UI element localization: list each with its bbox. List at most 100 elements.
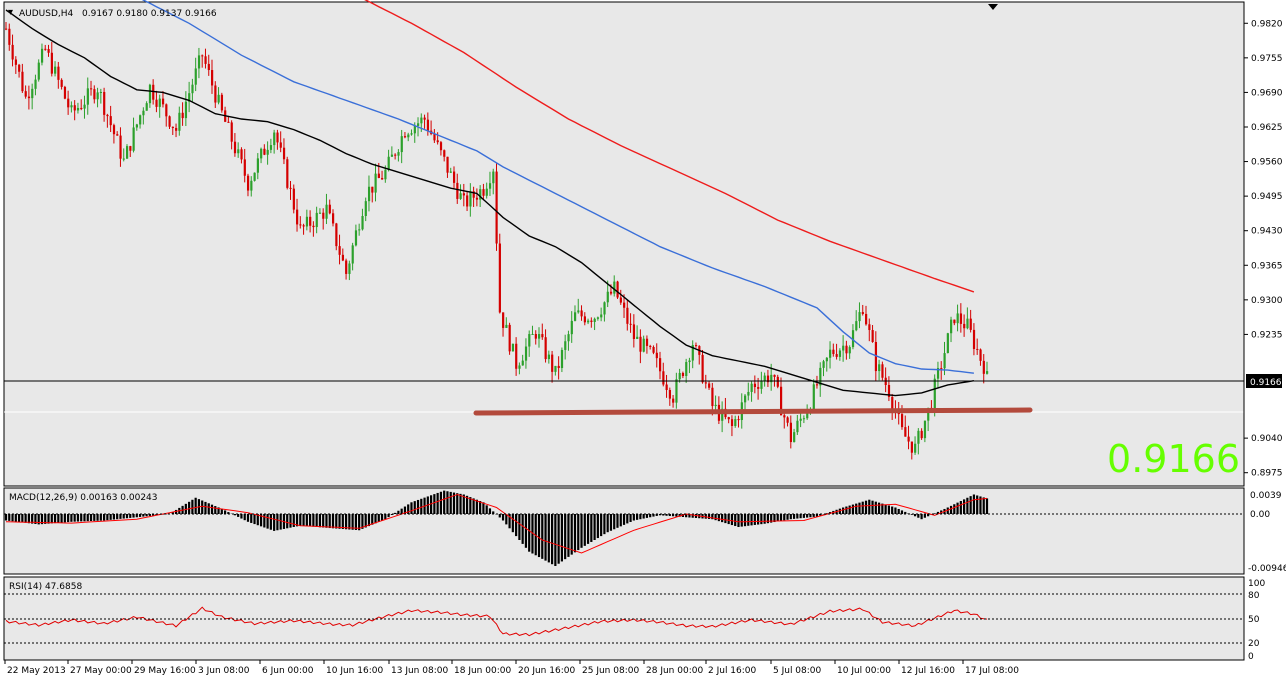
- chart-shift-marker-icon[interactable]: [988, 4, 998, 10]
- candle-body: [233, 141, 237, 154]
- candle-body: [691, 345, 694, 361]
- candle-body: [381, 177, 384, 180]
- candle-body: [374, 173, 377, 193]
- current-price-box: [1246, 374, 1282, 388]
- candle-body: [462, 193, 465, 196]
- candle-body: [907, 436, 910, 442]
- time-tick-label: 27 May 00:00: [70, 666, 132, 676]
- candle-body: [50, 52, 53, 74]
- candle-body: [799, 418, 802, 421]
- candle-body: [188, 93, 191, 102]
- support-trendline[interactable]: [473, 407, 1033, 416]
- candle-body: [292, 188, 295, 210]
- candle-body: [47, 48, 50, 53]
- time-tick-label: 6 Jun 00:00: [262, 666, 314, 676]
- candles-layer: [5, 22, 989, 460]
- candle-body: [148, 84, 152, 104]
- candle-body: [351, 245, 354, 264]
- candle-body: [645, 338, 649, 346]
- candle-body: [161, 98, 165, 105]
- candle-body: [783, 415, 786, 418]
- candle-body: [812, 384, 815, 410]
- candle-body: [580, 310, 583, 317]
- candle-body: [861, 312, 864, 314]
- dropdown-arrow-icon[interactable]: ▾: [8, 7, 13, 18]
- candle-body: [452, 171, 456, 183]
- candle-body: [165, 104, 168, 117]
- candle-body: [237, 149, 240, 154]
- candle-body: [417, 123, 420, 126]
- candle-body: [282, 147, 286, 160]
- candle-body: [865, 313, 868, 325]
- candle-body: [564, 341, 567, 350]
- candle-body: [67, 98, 70, 108]
- candle-body: [848, 347, 851, 354]
- candle-body: [129, 146, 132, 151]
- price-tick-label: 0.9235: [1251, 330, 1283, 340]
- candle-body: [449, 171, 452, 173]
- candle-body: [773, 374, 776, 377]
- candle-body: [665, 384, 668, 390]
- macd-pane[interactable]: [3, 487, 1245, 575]
- candle-body: [747, 391, 750, 396]
- candle-body: [194, 68, 197, 85]
- candle-body: [90, 88, 93, 90]
- candle-body: [959, 313, 963, 324]
- candle-body: [439, 142, 443, 151]
- candle-body: [397, 152, 400, 156]
- candle-body: [250, 180, 253, 191]
- candle-body: [109, 116, 112, 126]
- candle-body: [246, 175, 250, 191]
- time-tick-label: 28 Jun 00:00: [646, 666, 703, 676]
- candle-body: [348, 263, 351, 274]
- candle-body: [96, 92, 99, 100]
- candle-body: [341, 254, 345, 261]
- candle-body: [675, 379, 678, 403]
- candle-body: [345, 260, 348, 274]
- candle-body: [384, 169, 387, 180]
- candle-body: [135, 124, 138, 128]
- candle-body: [338, 246, 341, 255]
- candle-body: [256, 158, 259, 173]
- candle-body: [734, 419, 737, 427]
- price-tick-label: 0.9040: [1251, 434, 1283, 444]
- candle-body: [583, 316, 586, 323]
- candle-body: [394, 154, 397, 156]
- candle-body: [142, 110, 145, 116]
- candle-body: [587, 320, 590, 323]
- ma-long-line: [364, 0, 975, 293]
- candle-body: [753, 383, 757, 388]
- candle-body: [936, 368, 940, 379]
- candle-body: [227, 121, 230, 123]
- candle-body: [900, 414, 904, 428]
- candle-body: [678, 372, 681, 380]
- candle-body: [829, 349, 832, 358]
- candle-body: [253, 172, 256, 181]
- candle-body: [485, 188, 488, 196]
- candle-body: [524, 346, 528, 361]
- time-tick-label: 10 Jul 00:00: [837, 666, 891, 676]
- candle-body: [554, 365, 557, 372]
- time-tick-label: 10 Jun 16:00: [326, 666, 383, 676]
- candle-body: [86, 88, 89, 105]
- candle-body: [413, 125, 416, 134]
- price-tick-label: 0.9430: [1251, 227, 1283, 237]
- candle-body: [672, 398, 675, 403]
- time-tick-label: 5 Jul 08:00: [773, 666, 822, 676]
- macd-label: MACD(12,26,9) 0.00163 0.00243: [9, 493, 158, 503]
- candle-body: [83, 104, 86, 109]
- candle-body: [122, 158, 125, 160]
- time-tick-label: 13 Jun 08:00: [391, 666, 448, 676]
- price-tick-label: 0.9820: [1251, 19, 1283, 29]
- rsi-line: [5, 606, 988, 637]
- price-tick-label: 0.9365: [1251, 261, 1283, 271]
- main-pane[interactable]: [3, 1, 1245, 487]
- time-axis: 22 May 2013 27 May 00:00 29 May 16:00 3 Jun…: [4, 660, 1019, 676]
- time-tick-label: 20 Jun 16:00: [518, 666, 575, 676]
- candle-body: [482, 189, 485, 196]
- candle-body: [760, 381, 763, 389]
- time-tick-label: 22 May 2013: [7, 666, 66, 676]
- candle-body: [286, 159, 289, 188]
- candle-body: [31, 88, 34, 99]
- candle-body: [112, 125, 116, 135]
